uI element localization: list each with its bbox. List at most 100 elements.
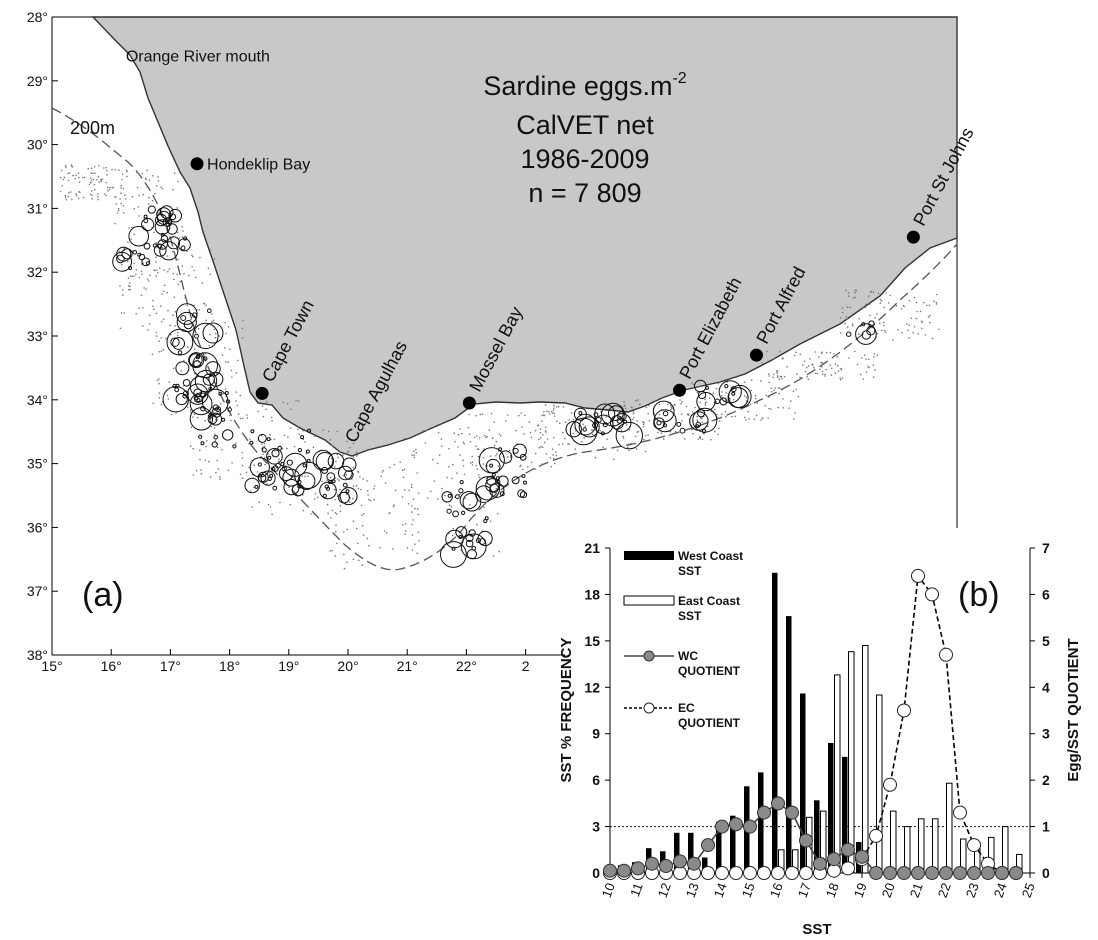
survey-station-dot [68, 192, 70, 194]
point-wc-quotient [743, 819, 757, 834]
survey-station-dot [499, 434, 502, 437]
egg-density-circle [342, 457, 357, 472]
survey-station-dot [151, 353, 154, 356]
survey-station-dot [647, 434, 649, 436]
point-ec-quotient [785, 866, 799, 880]
survey-station-dot [865, 358, 867, 360]
survey-station-dot [120, 192, 122, 194]
survey-station-dot [910, 317, 913, 320]
survey-station-dot [59, 176, 62, 179]
survey-station-dot [541, 414, 543, 417]
egg-density-circle [578, 411, 583, 415]
survey-station-dot [475, 464, 478, 467]
survey-station-dot [848, 295, 850, 297]
point-ec-quotient [757, 866, 771, 880]
survey-station-dot [834, 372, 837, 375]
survey-station-dot [862, 378, 865, 380]
survey-station-dot [647, 404, 650, 407]
survey-station-dot [157, 176, 159, 178]
map-title-line-1: Sardine eggs.m-2 [483, 70, 686, 101]
survey-station-dot [453, 432, 456, 435]
survey-station-dot [719, 417, 721, 419]
x-tick-label: 10 [599, 881, 618, 900]
survey-station-dot [631, 418, 634, 421]
survey-station-dot [172, 367, 175, 370]
survey-station-dot [481, 413, 484, 415]
survey-station-dot [65, 166, 67, 169]
point-ec-quotient [883, 777, 897, 792]
survey-station-dot [357, 487, 360, 490]
survey-station-dot [845, 289, 847, 292]
survey-station-dot [264, 457, 266, 459]
survey-station-dot [448, 504, 451, 506]
survey-station-dot [836, 364, 839, 367]
bar-east-coast-sst [862, 645, 869, 874]
survey-station-dot [411, 549, 414, 551]
town-dot [673, 383, 687, 397]
egg-density-circle [565, 421, 582, 438]
survey-station-dot [697, 438, 700, 440]
survey-station-dot [267, 453, 270, 455]
survey-station-dot [214, 332, 217, 335]
survey-station-dot [902, 296, 904, 299]
survey-station-dot [153, 308, 155, 311]
survey-station-dot [153, 269, 155, 271]
survey-station-dot [553, 407, 555, 410]
survey-station-dot [192, 255, 194, 258]
legend-marker-ec [643, 702, 655, 714]
survey-station-dot [204, 353, 206, 355]
survey-station-dot [147, 280, 150, 282]
survey-station-dot [543, 414, 546, 417]
point-wc-quotient [827, 852, 841, 867]
survey-station-dot [855, 289, 857, 292]
egg-density-circle [283, 479, 300, 496]
survey-station-dot [78, 191, 80, 193]
survey-station-dot [876, 313, 878, 315]
survey-station-dot [105, 181, 108, 184]
egg-density-circle [319, 481, 337, 500]
survey-station-dot [667, 403, 669, 406]
survey-station-dot [94, 172, 96, 174]
egg-density-circle [499, 450, 513, 464]
egg-density-circle [249, 440, 254, 445]
survey-station-dot [497, 512, 499, 515]
point-ec-quotient [939, 647, 953, 662]
survey-station-dot [927, 316, 930, 318]
point-wc-quotient [687, 856, 701, 871]
survey-station-dot [63, 176, 66, 179]
survey-station-dot [489, 455, 492, 457]
survey-station-dot [258, 501, 261, 504]
survey-station-dot [273, 438, 276, 441]
egg-density-circle [324, 484, 329, 489]
survey-station-dot [497, 465, 500, 468]
survey-station-dot [869, 303, 871, 305]
survey-station-dot [127, 260, 129, 263]
survey-station-dot [691, 411, 694, 413]
survey-station-dot [68, 172, 71, 174]
survey-station-dot [175, 412, 177, 414]
y-tick-label: 9 [592, 726, 600, 742]
survey-station-dot [160, 350, 163, 352]
survey-station-dot [553, 404, 555, 407]
survey-station-dot [213, 258, 215, 261]
survey-station-dot [124, 198, 127, 200]
survey-station-dot [403, 489, 406, 491]
survey-station-dot [160, 186, 162, 188]
survey-station-dot [606, 438, 608, 440]
egg-density-circle [328, 480, 332, 485]
egg-density-circle [145, 261, 151, 266]
survey-station-dot [158, 351, 160, 353]
egg-density-circle [175, 393, 188, 406]
survey-station-dot [362, 534, 365, 536]
survey-station-dot [111, 186, 114, 189]
survey-station-dot [814, 372, 817, 375]
survey-station-dot [282, 401, 285, 404]
survey-station-dot [176, 231, 179, 234]
town-dot [462, 396, 476, 410]
survey-station-dot [715, 387, 718, 390]
survey-station-dot [410, 483, 413, 486]
survey-station-dot [224, 388, 227, 391]
egg-density-circle [302, 463, 307, 468]
survey-station-dot [141, 273, 143, 275]
survey-station-dot [145, 288, 147, 290]
